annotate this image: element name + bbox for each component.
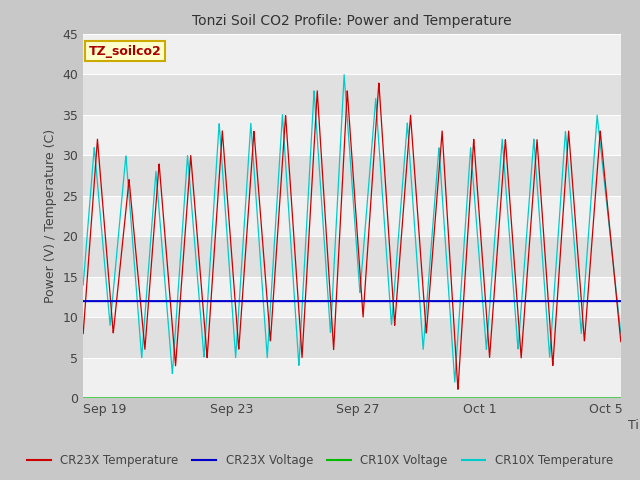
Bar (83, 358, 621, 398)
Y-axis label: Power (V) / Temperature (C): Power (V) / Temperature (C) (44, 129, 57, 303)
Legend: CR23X Temperature, CR23X Voltage, CR10X Voltage, CR10X Temperature: CR23X Temperature, CR23X Voltage, CR10X … (22, 449, 618, 472)
Text: Time: Time (628, 419, 640, 432)
Bar (83, 34, 621, 74)
Bar (83, 236, 621, 277)
Bar (83, 115, 621, 155)
Bar (83, 317, 621, 358)
Title: Tonzi Soil CO2 Profile: Power and Temperature: Tonzi Soil CO2 Profile: Power and Temper… (192, 14, 512, 28)
Bar (83, 74, 621, 115)
Bar (83, 196, 621, 236)
Bar (83, 155, 621, 196)
Text: TZ_soilco2: TZ_soilco2 (88, 45, 161, 58)
Bar (83, 277, 621, 317)
